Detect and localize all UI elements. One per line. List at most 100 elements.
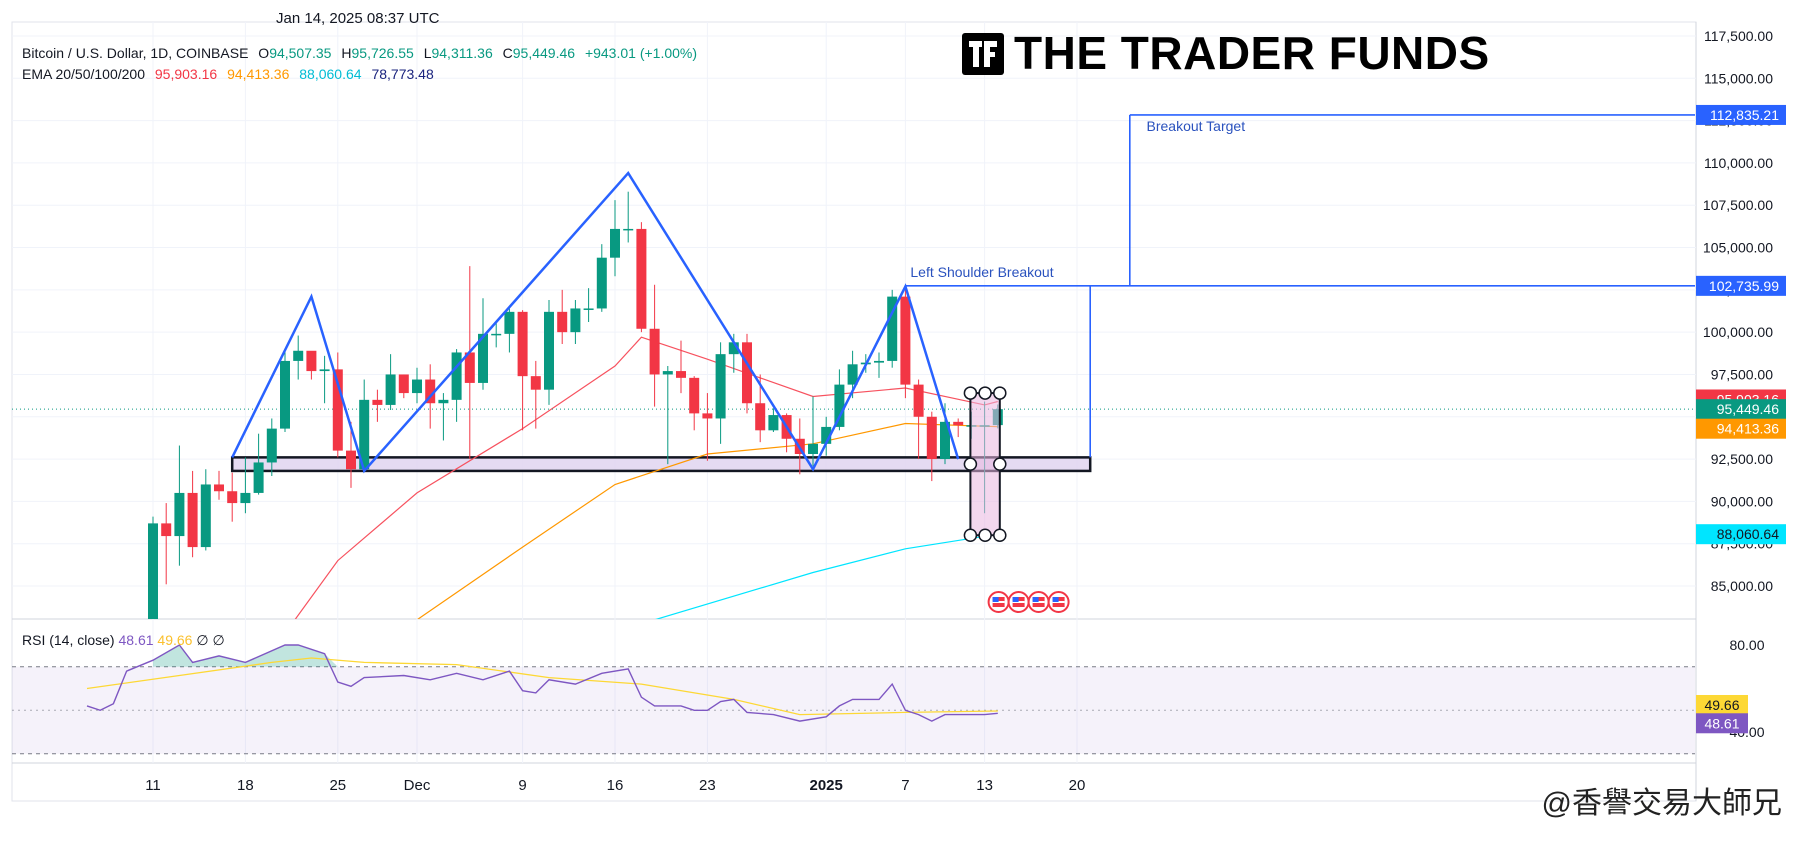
- candle-body: [887, 296, 898, 361]
- candle-body: [214, 484, 224, 492]
- rsi-legend[interactable]: RSI (14, close) 48.61 49.66 ∅ ∅: [22, 632, 225, 649]
- open-label: O: [258, 45, 270, 61]
- candle-body: [649, 328, 660, 375]
- candle-body: [491, 333, 502, 336]
- ema-legend[interactable]: EMA 20/50/100/200 95,903.16 94,413.36 88…: [22, 66, 440, 82]
- watermark: @香譽交易大師兄: [1541, 787, 1782, 820]
- price-label-text: 95,449.46: [1717, 401, 1779, 417]
- x-tick-label: 20: [1069, 777, 1086, 794]
- ema200-value: 78,773.48: [371, 66, 434, 82]
- x-tick-label: 25: [329, 777, 346, 794]
- resize-handle: [978, 528, 992, 542]
- candle-body: [636, 228, 647, 329]
- rsi-tick-label: 80.00: [1729, 637, 1764, 653]
- candle-body: [662, 371, 673, 375]
- candle-body: [610, 228, 620, 258]
- breakout-target-label: Breakout Target: [1147, 118, 1246, 134]
- candle-body: [148, 523, 158, 619]
- chart-datetime: Jan 14, 2025 08:37 UTC: [276, 10, 440, 27]
- price-label: 94,413.36: [1696, 418, 1786, 439]
- ohlc-close: C95,449.46: [503, 45, 575, 61]
- candle-body: [240, 492, 251, 504]
- ema50-value: 94,413.36: [227, 66, 290, 82]
- open-value: 94,507.35: [269, 45, 332, 61]
- candle-body: [200, 484, 211, 548]
- candle-body: [755, 403, 766, 431]
- main-pane: Left Shoulder Breakout Breakout Target: [12, 114, 1695, 619]
- candle-body: [227, 491, 238, 504]
- candle-body: [702, 413, 713, 419]
- candle-body: [306, 350, 317, 372]
- candle-body: [398, 374, 409, 394]
- ohlc-low: L94,311.36: [424, 45, 493, 61]
- candle-body: [174, 492, 185, 537]
- y-tick-label: 115,000.00: [1704, 70, 1773, 86]
- price-label-text: 112,835.21: [1710, 107, 1779, 123]
- candle-body: [768, 415, 779, 431]
- candle-body: [834, 384, 845, 427]
- ema-label: EMA 20/50/100/200: [22, 66, 145, 82]
- price-label-text: 94,413.36: [1717, 421, 1779, 437]
- y-tick-label: 107,500.00: [1703, 197, 1773, 213]
- candle-body: [728, 342, 739, 355]
- ohlc-high: H95,726.55: [341, 45, 413, 61]
- symbol-legend[interactable]: Bitcoin / U.S. Dollar, 1D, COINBASE O94,…: [22, 45, 703, 61]
- rsi-extra-1: ∅: [196, 632, 209, 648]
- y-tick-label: 117,500.00: [1704, 28, 1773, 44]
- candle-body: [478, 333, 488, 383]
- candle-body: [623, 228, 634, 231]
- candle-body: [715, 354, 726, 419]
- candle-body: [346, 450, 356, 470]
- candle-body: [874, 360, 884, 363]
- resize-handle: [963, 386, 978, 400]
- brand-name: THE TRADER FUNDS: [1014, 27, 1490, 79]
- candle-body: [359, 399, 370, 470]
- candle-body: [742, 342, 752, 404]
- candle-body: [425, 379, 436, 404]
- support-zone: [230, 456, 1092, 473]
- price-label-text: 102,735.99: [1709, 278, 1779, 294]
- candle-body: [280, 360, 290, 429]
- candle-body: [676, 371, 686, 378]
- candle-body: [161, 523, 172, 537]
- rsi-extra-2: ∅: [212, 632, 225, 648]
- x-tick-label: 23: [699, 777, 716, 794]
- symbol-name: Bitcoin / U.S. Dollar, 1D, COINBASE: [22, 45, 249, 61]
- rsi-value-label-text: 48.61: [1704, 715, 1739, 731]
- candle-body: [464, 352, 475, 383]
- candle-body: [596, 257, 607, 309]
- resize-handle: [993, 528, 1007, 542]
- candle-body: [332, 369, 343, 451]
- candle-body: [557, 311, 568, 333]
- close-label: C: [502, 45, 513, 61]
- candle-body: [412, 379, 422, 394]
- price-change: +943.01 (+1.00%): [584, 45, 698, 61]
- candle-body: [808, 443, 818, 454]
- candle-body: [570, 308, 581, 333]
- candle-body: [847, 364, 858, 385]
- x-tick-label: 2025: [810, 777, 843, 794]
- close-value: 95,449.46: [512, 45, 576, 61]
- left-shoulder-label: Left Shoulder Breakout: [910, 264, 1053, 280]
- x-tick-label: 7: [901, 777, 909, 794]
- tf-logo-icon: [962, 33, 1004, 75]
- y-tick-label: 110,000.00: [1704, 155, 1773, 171]
- resize-handle: [993, 457, 1007, 471]
- resize-handle: [978, 386, 992, 400]
- ema20-line: [294, 336, 998, 619]
- candle-body: [438, 399, 449, 404]
- rsi-label: RSI (14, close): [22, 632, 115, 648]
- candle-body: [530, 376, 541, 390]
- y-tick-label: 92,500.00: [1711, 451, 1773, 467]
- price-label: 102,735.99: [1696, 275, 1786, 296]
- y-tick-label: 90,000.00: [1711, 493, 1773, 509]
- candle-body: [517, 311, 528, 377]
- low-label: L: [423, 45, 432, 61]
- ohlc-open: O94,507.35: [258, 45, 331, 61]
- y-tick-label: 105,000.00: [1703, 240, 1773, 256]
- ema20-value: 95,903.16: [154, 66, 218, 82]
- x-tick-label: 18: [237, 777, 254, 794]
- resize-handle: [993, 386, 1007, 400]
